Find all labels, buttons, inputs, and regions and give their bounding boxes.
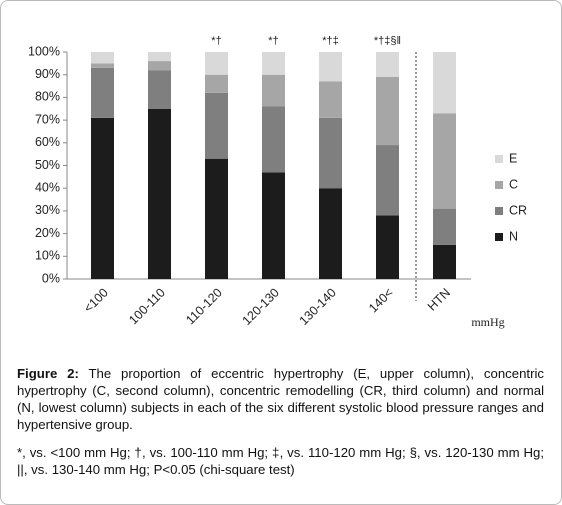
bar-segment	[376, 215, 399, 279]
x-tick-label: 100-110	[126, 286, 168, 328]
bar-segment	[376, 145, 399, 216]
bar-segment	[262, 74, 285, 107]
chart: 0% 10% 20% 30% 40% 50% 60% 70% 80% 90% 100% <100 100…	[28, 35, 527, 329]
bar-segment	[433, 208, 456, 245]
legend-label: CR	[509, 203, 527, 217]
x-tick-label: 130-140	[297, 286, 339, 328]
bar-segment	[148, 70, 171, 109]
footnote: *, vs. <100 mm Hg; †, vs. 100-110 mm Hg;…	[17, 445, 544, 477]
bar-segment	[205, 158, 228, 279]
bar-segment	[319, 52, 342, 82]
bar-segment	[262, 106, 285, 173]
bar-annotation: *†‡§‖	[374, 35, 401, 47]
legend-label: C	[509, 177, 518, 191]
y-tick-label: 50%	[35, 158, 60, 172]
x-unit-label: mmHg	[471, 315, 504, 329]
bar-segment	[91, 67, 114, 118]
bar-segment	[148, 61, 171, 71]
legend-swatch	[495, 181, 503, 189]
bar-segment	[262, 52, 285, 75]
y-tick-label: 60%	[35, 135, 60, 149]
caption-text: The proportion of eccentric hypertrophy …	[17, 366, 544, 432]
bar-segment	[205, 52, 228, 75]
y-tick-label: 30%	[35, 203, 60, 217]
y-tick-label: 100%	[28, 44, 60, 58]
caption: Figure 2: The proportion of eccentric hy…	[17, 365, 544, 433]
x-tick-label: 140<	[366, 286, 396, 316]
bar-segment	[148, 108, 171, 279]
bar-segment	[433, 113, 456, 209]
y-tick-label: 0%	[42, 271, 60, 285]
bar-segment	[262, 172, 285, 279]
bar-segment	[148, 52, 171, 62]
caption-label: Figure 2:	[17, 366, 79, 381]
bar-segment	[91, 52, 114, 64]
legend-label: E	[509, 151, 517, 165]
y-tick-label: 20%	[35, 226, 60, 240]
bar-segment	[433, 52, 456, 114]
x-tick-label: 120-130	[240, 286, 282, 328]
legend-swatch	[495, 233, 503, 241]
legend-swatch	[495, 207, 503, 215]
bar-segment	[376, 52, 399, 77]
y-tick-label: 40%	[35, 180, 60, 194]
bar-segment	[319, 188, 342, 279]
legend-swatch	[495, 155, 503, 163]
y-tick-label: 70%	[35, 112, 60, 126]
y-tick-label: 80%	[35, 90, 60, 104]
x-tick-label: 110-120	[183, 286, 225, 328]
bar-segment	[205, 74, 228, 93]
bar-segment	[433, 244, 456, 279]
bar-segment	[376, 76, 399, 146]
bar-segment	[91, 63, 114, 68]
bar-segment	[91, 117, 114, 279]
x-tick-label: HTN	[425, 286, 453, 314]
bar-segment	[319, 117, 342, 189]
bar-annotation: *†	[211, 35, 221, 47]
y-tick-label: 90%	[35, 67, 60, 81]
bar-segment	[205, 92, 228, 159]
bar-annotation: *†	[268, 35, 278, 47]
x-tick-label: <100	[81, 286, 111, 316]
legend-label: N	[509, 229, 518, 243]
y-tick-label: 10%	[35, 249, 60, 263]
bar-annotation: *†‡	[322, 35, 339, 47]
bar-segment	[319, 81, 342, 118]
